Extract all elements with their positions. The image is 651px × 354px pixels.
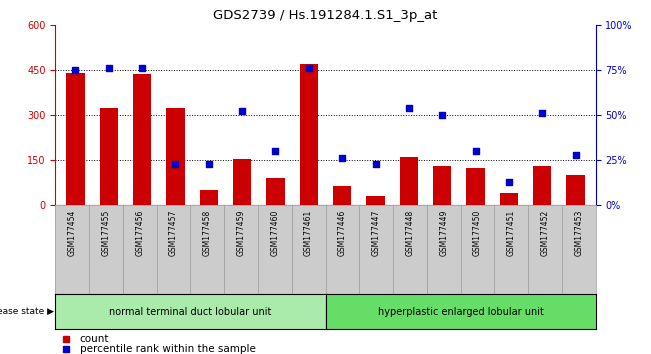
Bar (400, 157, 418, 205)
Point (337, 155, 348, 161)
Text: disease state ▶: disease state ▶ (0, 307, 53, 316)
Point (104, 65, 114, 71)
Text: count: count (79, 334, 109, 344)
Text: hyperplastic enlarged lobular unit: hyperplastic enlarged lobular unit (378, 307, 544, 316)
Text: GSM177451: GSM177451 (506, 210, 516, 256)
Point (70, 67, 81, 73)
Bar (333, 186, 352, 205)
Bar (566, 175, 585, 205)
Text: GSM177449: GSM177449 (439, 210, 448, 256)
Point (204, 161, 214, 167)
Bar (433, 166, 451, 205)
Text: GSM177460: GSM177460 (270, 210, 279, 256)
Title: GDS2739 / Hs.191284.1.S1_3p_at: GDS2739 / Hs.191284.1.S1_3p_at (214, 9, 437, 22)
Text: GSM177446: GSM177446 (338, 210, 347, 256)
Point (570, 152, 581, 158)
Text: GSM177454: GSM177454 (68, 210, 77, 256)
Bar (166, 108, 185, 205)
Bar (100, 108, 118, 205)
Text: GSM177457: GSM177457 (169, 210, 178, 256)
Point (170, 161, 180, 167)
Point (270, 148, 281, 154)
Text: GSM177447: GSM177447 (372, 210, 381, 256)
Bar (233, 159, 251, 205)
Text: GSM177461: GSM177461 (304, 210, 313, 256)
Bar (299, 64, 318, 205)
Point (437, 112, 447, 118)
Text: GSM177450: GSM177450 (473, 210, 482, 256)
Point (471, 148, 481, 154)
Bar (533, 166, 551, 205)
Point (537, 110, 547, 116)
Bar (500, 193, 518, 205)
Point (504, 179, 514, 185)
Bar (266, 178, 284, 205)
Text: GSM177459: GSM177459 (236, 210, 245, 256)
Bar (367, 196, 385, 205)
Bar (200, 190, 218, 205)
Point (404, 105, 414, 111)
Point (303, 65, 314, 71)
Point (370, 161, 381, 167)
Text: GSM177455: GSM177455 (102, 210, 111, 256)
Bar (133, 74, 151, 205)
Text: GSM177458: GSM177458 (203, 210, 212, 256)
Text: percentile rank within the sample: percentile rank within the sample (79, 344, 256, 354)
Text: GSM177452: GSM177452 (540, 210, 549, 256)
Text: GSM177456: GSM177456 (135, 210, 145, 256)
Point (237, 109, 247, 114)
Bar (466, 168, 485, 205)
Point (137, 65, 147, 71)
Text: GSM177453: GSM177453 (574, 210, 583, 256)
Text: normal terminal duct lobular unit: normal terminal duct lobular unit (109, 307, 271, 316)
Text: GSM177448: GSM177448 (406, 210, 415, 256)
Bar (66, 73, 85, 205)
